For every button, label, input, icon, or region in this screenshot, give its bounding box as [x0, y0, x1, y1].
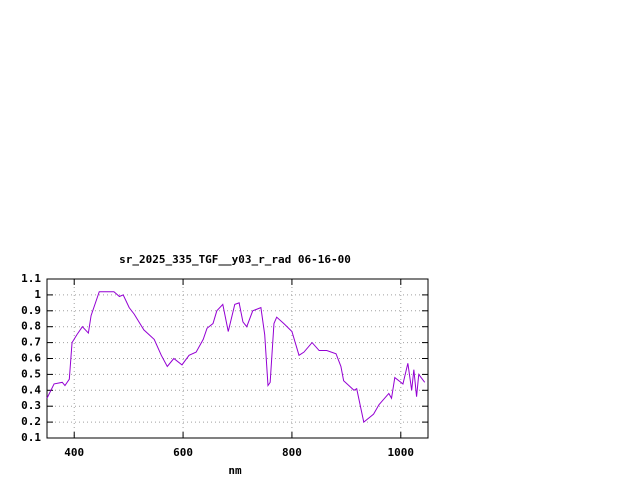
- y-tick-label: 0.4: [21, 383, 41, 396]
- chart-title: sr_2025_335_TGF__y03_r_rad 06-16-00: [119, 253, 351, 266]
- y-tick-label: 0.8: [21, 320, 41, 333]
- plot-frame: [46, 278, 429, 439]
- y-tick-label: 0.3: [21, 399, 41, 412]
- y-tick-label: 0.5: [21, 367, 41, 380]
- x-tick-label: 800: [282, 446, 302, 459]
- y-tick-label: 1.1: [21, 272, 41, 285]
- x-tick-label: 400: [64, 446, 84, 459]
- x-axis-label: nm: [228, 464, 242, 477]
- y-tick-label: 0.6: [21, 352, 41, 365]
- x-tick-label: 1000: [388, 446, 415, 459]
- y-tick-label: 0.7: [21, 336, 41, 349]
- y-tick-label: 0.9: [21, 304, 41, 317]
- data-line: [46, 291, 426, 424]
- x-tick-label: 600: [173, 446, 193, 459]
- y-tick-label: 0.1: [21, 431, 41, 444]
- y-tick-label: 0.2: [21, 415, 41, 428]
- y-tick-label: 1: [34, 288, 41, 301]
